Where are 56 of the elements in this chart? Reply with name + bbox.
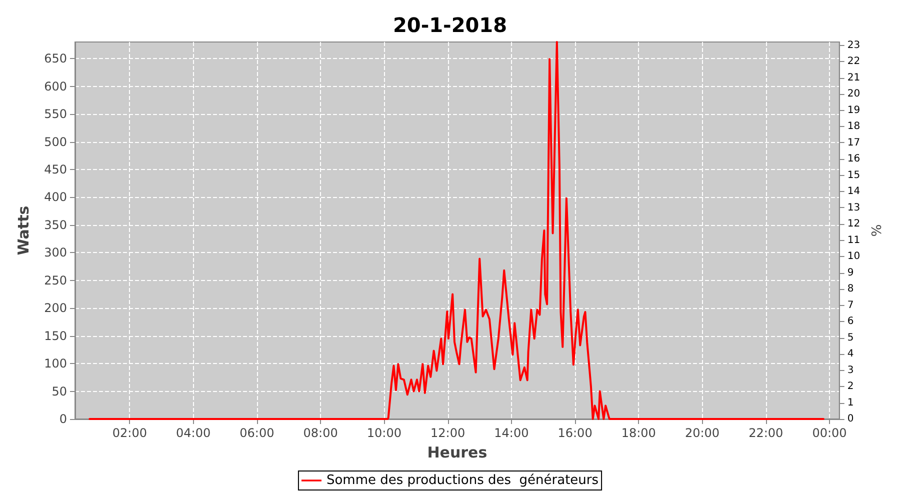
chart-title: 20-1-2018	[392, 13, 508, 37]
y-tick-label: 600	[44, 79, 67, 94]
y-tick-label: 50	[52, 384, 67, 398]
y2-tick-label: 9	[847, 267, 854, 278]
x-tick-label: 02:00	[112, 426, 148, 440]
y2-tick-label: 8	[847, 284, 854, 294]
y-tick-label: 550	[44, 107, 67, 122]
y-tick-label: 450	[44, 162, 67, 177]
y2-tick-label: 21	[847, 72, 860, 84]
y-tick-label: 200	[44, 301, 67, 316]
x-tick-label: 18:00	[621, 426, 656, 440]
y2-tick-label: 14	[847, 186, 860, 197]
x-tick-label: 00:00	[812, 426, 847, 440]
y2-tick-label: 6	[847, 316, 854, 327]
y-tick-label: 500	[44, 134, 67, 149]
x-tick-label: 08:00	[303, 426, 338, 440]
y2-tick-label: 23	[847, 40, 860, 51]
y-tick-label: 650	[44, 52, 67, 66]
y-tick-label: 400	[44, 190, 67, 204]
legend-label: Somme des productions des générateurs	[326, 473, 599, 488]
y2-tick-label: 3	[847, 364, 854, 376]
x-tick-label: 04:00	[176, 426, 211, 440]
y2-tick-label: 15	[847, 170, 860, 181]
y2-tick-label: 12	[847, 218, 860, 230]
y2-tick-label: 0	[847, 414, 854, 424]
x-tick-label: 06:00	[240, 426, 274, 440]
y2-tick-label: 16	[847, 154, 860, 164]
y2-tick-label: 5	[847, 332, 854, 344]
y2-tick-label: 1	[847, 397, 854, 408]
y2-tick-label: 4	[847, 348, 854, 360]
x-axis-title: Heures	[427, 444, 488, 462]
y2-tick-label: 11	[847, 234, 860, 246]
y-tick-label: 350	[44, 218, 67, 232]
y-tick-label: 250	[44, 273, 67, 288]
line-series	[88, 41, 824, 420]
x-tick-label: 14:00	[494, 426, 529, 440]
y-tick-label: 100	[44, 356, 67, 371]
y2-tick-label: 20	[847, 88, 860, 100]
y-tick-label: 0	[59, 412, 67, 426]
y2-tick-label: 7	[847, 300, 854, 311]
x-tick-label: 12:00	[430, 426, 466, 440]
x-tick-label: 16:00	[558, 426, 592, 440]
y2-tick-label: 17	[847, 137, 860, 148]
y2-tick-label: 10	[847, 251, 860, 262]
y-tick-label: 150	[44, 328, 67, 343]
y-axis-title: Watts	[14, 206, 32, 256]
y2-tick-label: 22	[847, 56, 860, 67]
y2-axis-title: %	[870, 224, 885, 237]
y2-tick-label: 13	[847, 202, 860, 214]
x-tick-label: 20:00	[684, 426, 720, 440]
y-tick-label: 300	[44, 246, 67, 260]
x-tick-label: 10:00	[366, 426, 402, 440]
y2-tick-label: 19	[847, 104, 860, 116]
x-tick-label: 22:00	[748, 426, 784, 440]
y2-tick-label: 18	[847, 121, 860, 132]
y2-tick-label: 2	[847, 381, 854, 392]
